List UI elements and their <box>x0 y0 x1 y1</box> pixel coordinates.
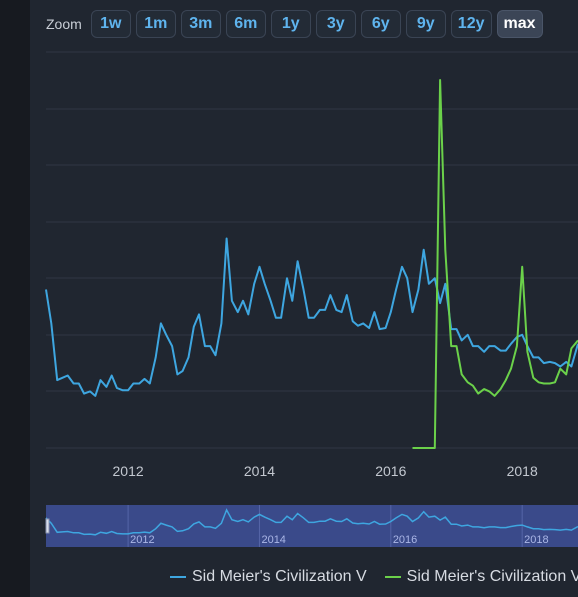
zoom-button-3y[interactable]: 3y <box>315 10 356 38</box>
legend-swatch-civ5 <box>170 576 186 578</box>
legend-item-civ6[interactable]: Sid Meier's Civilization VI <box>384 568 578 586</box>
zoom-button-9y[interactable]: 9y <box>405 10 446 38</box>
series-line-civ6 <box>412 79 578 449</box>
x-tick-label: 2018 <box>507 463 538 479</box>
x-axis-ticks: 2012 2014 2016 2018 <box>113 463 538 479</box>
chart-grid <box>46 51 578 449</box>
zoom-button-12y[interactable]: 12y <box>450 10 492 38</box>
zoom-button-3m[interactable]: 3m <box>180 10 221 38</box>
zoom-button-1m[interactable]: 1m <box>135 10 176 38</box>
navigator-selection[interactable] <box>46 505 578 547</box>
navigator-tick-label: 2016 <box>393 534 417 546</box>
zoom-button-max[interactable]: max <box>496 10 543 38</box>
x-tick-label: 2016 <box>375 463 406 479</box>
zoom-button-6m[interactable]: 6m <box>225 10 266 38</box>
navigator-tick-label: 2014 <box>261 534 285 546</box>
x-tick-label: 2012 <box>113 463 144 479</box>
zoom-bar: Zoom 1w 1m 3m 6m 1y 3y 6y 9y 12y max <box>46 8 543 40</box>
legend-label-civ6: Sid Meier's Civilization VI <box>406 568 578 585</box>
zoom-button-1w[interactable]: 1w <box>90 10 131 38</box>
legend-item-civ5[interactable]: Sid Meier's Civilization V <box>170 568 367 586</box>
zoom-button-6y[interactable]: 6y <box>360 10 401 38</box>
x-tick-label: 2014 <box>244 463 275 479</box>
zoom-button-group: 1w 1m 3m 6m 1y 3y 6y 9y 12y max <box>90 10 543 38</box>
zoom-label: Zoom <box>46 16 82 32</box>
series-line-civ5 <box>45 237 578 397</box>
zoom-button-1y[interactable]: 1y <box>270 10 311 38</box>
chart-panel <box>30 0 578 597</box>
page-left-strip <box>0 0 30 597</box>
chart-legend: Sid Meier's Civilization V Sid Meier's C… <box>170 568 578 586</box>
navigator-tick-label: 2018 <box>524 534 548 546</box>
chart-navigator[interactable]: 2012 2014 2016 2018 <box>45 505 578 547</box>
legend-label-civ5: Sid Meier's Civilization V <box>192 568 367 585</box>
navigator-tick-label: 2012 <box>130 534 154 546</box>
legend-swatch-civ6 <box>384 576 401 578</box>
navigator-handle-left[interactable] <box>45 518 50 534</box>
navigator-series-line <box>45 508 578 536</box>
chart-series <box>45 79 578 449</box>
